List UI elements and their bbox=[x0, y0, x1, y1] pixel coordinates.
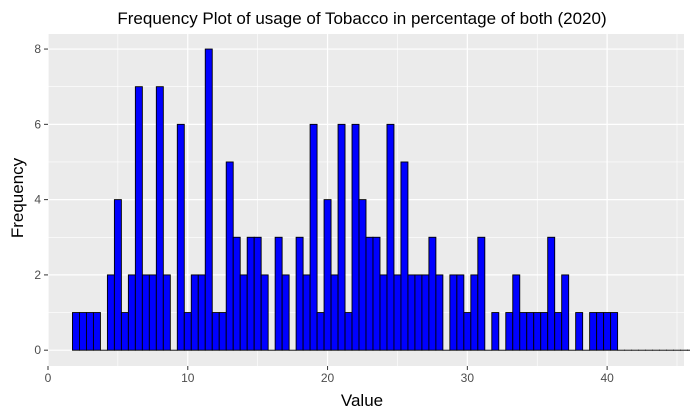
histogram-bar bbox=[351, 123, 360, 351]
histogram-bar bbox=[400, 161, 409, 351]
y-tick-label: 2 bbox=[34, 268, 41, 282]
x-tick-label: 0 bbox=[45, 371, 52, 385]
histogram-bar bbox=[421, 274, 430, 351]
x-axis-title: Value bbox=[341, 391, 383, 410]
histogram-bar bbox=[554, 312, 563, 351]
histogram-bar bbox=[79, 312, 87, 351]
histogram-bar bbox=[190, 274, 199, 351]
histogram-bar bbox=[435, 274, 444, 351]
histogram-bar bbox=[113, 199, 122, 351]
histogram-bar bbox=[456, 274, 465, 351]
y-axis: 0 2 4 6 8 bbox=[34, 42, 48, 357]
histogram-bar bbox=[589, 312, 598, 351]
histogram-bar bbox=[246, 236, 255, 351]
histogram-bar bbox=[386, 123, 395, 351]
histogram-bar bbox=[337, 123, 346, 351]
histogram-bar bbox=[365, 236, 374, 351]
histogram-bar bbox=[274, 236, 283, 351]
histogram-bar bbox=[575, 312, 584, 351]
histogram-bar bbox=[176, 123, 185, 351]
histogram-bar bbox=[547, 236, 556, 351]
histogram-bar bbox=[260, 274, 269, 351]
histogram-bar bbox=[204, 48, 213, 351]
histogram-bar bbox=[407, 274, 416, 351]
histogram-bar bbox=[610, 312, 619, 351]
y-axis-title: Frequency bbox=[8, 157, 27, 238]
x-tick-label: 30 bbox=[461, 371, 475, 385]
histogram-bar bbox=[106, 274, 115, 351]
histogram-bar bbox=[491, 312, 500, 351]
x-tick-label: 10 bbox=[181, 371, 195, 385]
histogram-bar bbox=[540, 312, 549, 351]
histogram-bar bbox=[72, 312, 80, 351]
histogram-bar bbox=[344, 312, 353, 351]
histogram-bar bbox=[218, 312, 227, 351]
histogram-bar bbox=[449, 274, 458, 351]
histogram-bar bbox=[120, 312, 129, 351]
histogram-bar bbox=[505, 312, 514, 351]
histogram-bar bbox=[85, 312, 94, 351]
histogram-bar bbox=[372, 236, 381, 351]
histogram-bar bbox=[596, 312, 605, 351]
histogram-bar bbox=[316, 312, 325, 351]
histogram-bar bbox=[603, 312, 612, 351]
histogram-bar bbox=[561, 274, 570, 351]
histogram-bar bbox=[428, 236, 437, 351]
histogram-bar bbox=[470, 274, 479, 351]
histogram-bar bbox=[379, 274, 388, 351]
histogram-bar bbox=[323, 199, 332, 351]
histogram-bar bbox=[463, 312, 472, 351]
histogram-bar bbox=[155, 86, 164, 351]
histogram-bar bbox=[211, 312, 220, 351]
y-tick-label: 4 bbox=[34, 193, 41, 207]
bars-group bbox=[72, 48, 690, 351]
histogram-bar bbox=[295, 236, 304, 351]
histogram-bar bbox=[92, 312, 101, 351]
histogram-bar bbox=[232, 236, 241, 351]
histogram-bar bbox=[141, 274, 150, 351]
histogram-bar bbox=[281, 274, 290, 351]
x-tick-label: 40 bbox=[600, 371, 614, 385]
histogram-bar bbox=[183, 312, 192, 351]
y-tick-label: 0 bbox=[34, 343, 41, 357]
histogram-bar bbox=[393, 274, 402, 351]
histogram-bar bbox=[225, 161, 234, 351]
histogram-bar bbox=[239, 274, 248, 351]
histogram-bar bbox=[127, 274, 136, 351]
histogram-bar bbox=[512, 274, 521, 351]
histogram-bar bbox=[309, 123, 318, 351]
histogram-bar bbox=[330, 274, 339, 351]
histogram-bar bbox=[197, 274, 206, 351]
histogram-bar bbox=[253, 236, 262, 351]
histogram-bar bbox=[162, 274, 171, 351]
chart-title: Frequency Plot of usage of Tobacco in pe… bbox=[117, 9, 606, 28]
histogram-bar bbox=[477, 236, 486, 351]
y-tick-label: 8 bbox=[34, 42, 41, 56]
x-tick-label: 20 bbox=[321, 371, 335, 385]
histogram-bar bbox=[148, 274, 157, 351]
histogram-bar bbox=[414, 274, 423, 351]
histogram-bar bbox=[358, 199, 367, 351]
histogram-bar bbox=[526, 312, 535, 351]
histogram-bar bbox=[134, 86, 143, 351]
x-axis: 0 10 20 30 40 bbox=[45, 366, 614, 385]
histogram-bar bbox=[302, 274, 311, 351]
y-tick-label: 6 bbox=[34, 117, 41, 131]
histogram-bar bbox=[519, 312, 528, 351]
histogram-bar bbox=[533, 312, 542, 351]
